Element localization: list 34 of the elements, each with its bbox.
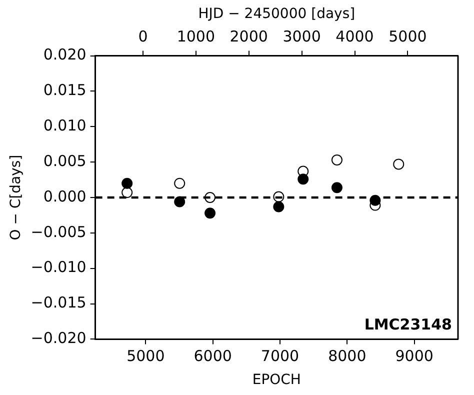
x-tick-label: 9000 bbox=[395, 347, 434, 366]
x2-tick-label: 5000 bbox=[388, 28, 427, 46]
point bbox=[331, 154, 342, 166]
point bbox=[298, 174, 309, 185]
point bbox=[273, 201, 284, 212]
x2-tick-label: 3000 bbox=[282, 28, 321, 46]
point bbox=[331, 182, 342, 194]
x-axis-title: EPOCH bbox=[252, 372, 301, 388]
x2-axis-title: HJD − 2450000 [days] bbox=[198, 6, 356, 22]
y-tick-label: −0.010 bbox=[30, 258, 86, 276]
annotation: LMC23148 bbox=[364, 316, 452, 334]
x-tick-label: 7000 bbox=[260, 347, 300, 366]
y-tick-label: 0.000 bbox=[43, 187, 86, 206]
x2-tick-label: 0 bbox=[138, 28, 148, 46]
point bbox=[174, 178, 186, 189]
x-tick-label: 8000 bbox=[328, 347, 366, 366]
y-tick-label: −0.005 bbox=[30, 222, 86, 241]
point bbox=[122, 187, 133, 198]
y-tick-label: 0.010 bbox=[43, 116, 86, 135]
point bbox=[204, 208, 216, 219]
y-tick-label: 0.020 bbox=[43, 46, 86, 64]
x2-tick-label: 1000 bbox=[176, 28, 216, 46]
y-tick-label: −0.015 bbox=[30, 294, 86, 312]
y-axis-title: O − C[days] bbox=[8, 154, 24, 240]
point bbox=[393, 158, 404, 170]
x2-tick-label: 4000 bbox=[336, 28, 374, 46]
point bbox=[174, 196, 186, 208]
y-tick-label: −0.020 bbox=[30, 329, 86, 348]
x-tick-label: 5000 bbox=[126, 347, 165, 366]
y-tick-label: 0.005 bbox=[43, 152, 86, 170]
x-tick-label: 6000 bbox=[194, 347, 232, 366]
point bbox=[122, 178, 133, 189]
y-tick-label: 0.015 bbox=[43, 81, 86, 100]
x2-tick-label: 2000 bbox=[230, 28, 268, 46]
